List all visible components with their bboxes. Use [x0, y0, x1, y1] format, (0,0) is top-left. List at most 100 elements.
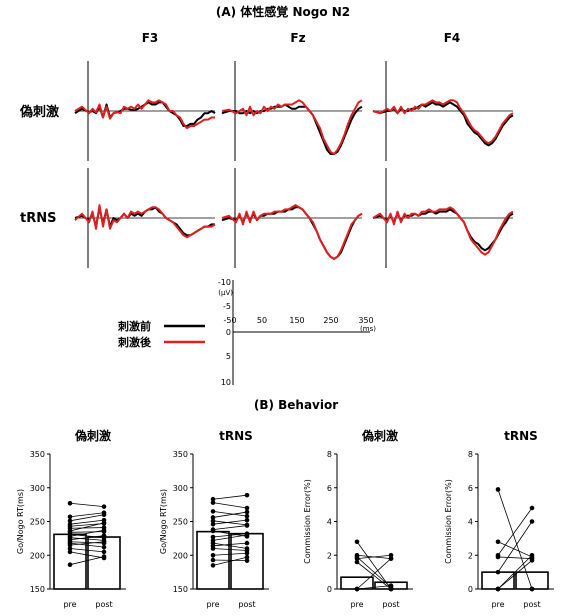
- subject-point-pre: [210, 546, 216, 551]
- erp-panel: [74, 168, 216, 268]
- subject-point-post: [244, 513, 250, 519]
- subject-line: [212, 559, 248, 562]
- subject-point-pre: [210, 518, 216, 524]
- subject-line: [356, 585, 392, 590]
- behavior-y-tick-label: 0: [327, 585, 332, 594]
- subject-point-post: [101, 533, 107, 538]
- subject-point-pre: [354, 586, 360, 592]
- subject-point-pre: [210, 509, 216, 514]
- behavior-y-tick-label: 8: [327, 450, 332, 459]
- subject-line: [212, 511, 248, 518]
- subject-point-post: [101, 527, 107, 533]
- behavior-y-tick-label: 4: [327, 518, 332, 527]
- subject-line: [212, 519, 248, 525]
- subject-line: [69, 533, 105, 539]
- subject-point-post: [244, 550, 250, 556]
- scale-x-tick: 350: [358, 316, 373, 325]
- behavior-title: 偽刺激: [361, 428, 398, 443]
- subject-line: [356, 561, 392, 590]
- subject-line: [69, 551, 105, 559]
- behavior-title: tRNS: [504, 429, 538, 443]
- subject-point-post: [388, 583, 394, 588]
- subject-point-post: [529, 505, 535, 511]
- subject-line: [69, 537, 105, 541]
- subject-point-pre: [210, 552, 216, 558]
- subject-point-pre: [495, 554, 501, 560]
- subject-point-pre: [210, 521, 216, 527]
- subject-point-pre: [67, 546, 73, 551]
- subject-line: [497, 489, 533, 590]
- erp-trace-pre: [372, 101, 514, 147]
- subject-line: [497, 556, 533, 560]
- subject-point-post: [388, 556, 394, 561]
- subject-line: [212, 534, 248, 541]
- behavior-x-label: pre: [350, 600, 363, 609]
- behavior-y-tick-label: 300: [30, 484, 45, 493]
- erp-trace-pre: [221, 103, 363, 155]
- subject-point-post: [244, 509, 250, 515]
- erp-trace-post: [372, 206, 514, 256]
- subject-point-post: [101, 512, 107, 518]
- subject-point-pre: [210, 515, 216, 520]
- behavior-y-tick-label: 200: [173, 551, 188, 560]
- subject-point-post: [244, 558, 250, 563]
- subject-point-post: [101, 504, 107, 509]
- subject-point-pre: [210, 534, 216, 540]
- subject-line: [69, 541, 105, 546]
- behavior-x-label: pre: [206, 600, 219, 609]
- condition-label-sham: 偽刺激: [19, 104, 60, 120]
- subject-line: [212, 548, 248, 551]
- subject-point-pre: [67, 549, 73, 555]
- subject-point-pre: [67, 562, 73, 567]
- subject-point-post: [529, 586, 535, 592]
- subject-line: [212, 520, 248, 526]
- subject-point-post: [101, 520, 107, 526]
- subject-line: [497, 507, 533, 556]
- subject-line: [69, 527, 105, 529]
- behavior-y-tick-label: 300: [173, 484, 188, 493]
- subject-line: [212, 525, 248, 530]
- scale-y-tick: 5: [226, 352, 231, 361]
- subject-point-pre: [495, 539, 501, 545]
- subject-line: [212, 530, 248, 537]
- behavior-y-label: Go/Nogo RT(ms): [159, 489, 168, 554]
- subject-line: [69, 522, 105, 532]
- subject-point-post: [388, 586, 394, 592]
- subject-line: [69, 535, 105, 541]
- subject-point-pre: [495, 586, 501, 592]
- subject-point-pre: [67, 500, 73, 506]
- subject-line: [356, 541, 392, 590]
- subject-line: [356, 556, 392, 588]
- subject-point-post: [244, 492, 250, 498]
- scale-y-tick: -10: [218, 278, 231, 287]
- behavior-chart: 偽刺激 Go/Nogo RT(ms) 150 200 250 300 350 pre post: [16, 428, 126, 609]
- behavior-x-label: pre: [63, 600, 76, 609]
- behavior-y-tick-label: 350: [30, 450, 45, 459]
- subject-line: [212, 494, 248, 500]
- erp-panel: [74, 61, 216, 161]
- behavior-title: tRNS: [219, 429, 253, 443]
- erp-panel: [372, 168, 514, 268]
- scale-x-unit: (ms): [360, 325, 376, 333]
- subject-point-pre: [495, 487, 501, 492]
- subject-point-post: [244, 505, 250, 511]
- behavior-y-tick-label: 6: [468, 484, 473, 493]
- subject-point-pre: [354, 559, 360, 565]
- erp-trace-post: [221, 204, 363, 260]
- behavior-y-tick-label: 6: [327, 484, 332, 493]
- behavior-chart: tRNS Commission Error(%) 0 2 4 6 8 pre post: [444, 429, 554, 609]
- erp-trace-post: [74, 99, 215, 130]
- behavior-y-tick-label: 8: [468, 450, 473, 459]
- subject-point-pre: [210, 563, 216, 568]
- subject-line: [69, 519, 105, 525]
- subject-line: [212, 502, 248, 509]
- subject-line: [212, 552, 248, 556]
- subject-line: [69, 541, 105, 544]
- subject-line: [69, 529, 105, 537]
- behavior-y-tick-label: 200: [30, 551, 45, 560]
- subject-line: [212, 542, 248, 547]
- legend-label-post: 刺激後: [117, 335, 152, 349]
- erp-scale-axis: -10 (μV) -5 0 5 10 -50 50 150 250 350 (m…: [218, 278, 376, 387]
- subject-point-post: [529, 552, 535, 558]
